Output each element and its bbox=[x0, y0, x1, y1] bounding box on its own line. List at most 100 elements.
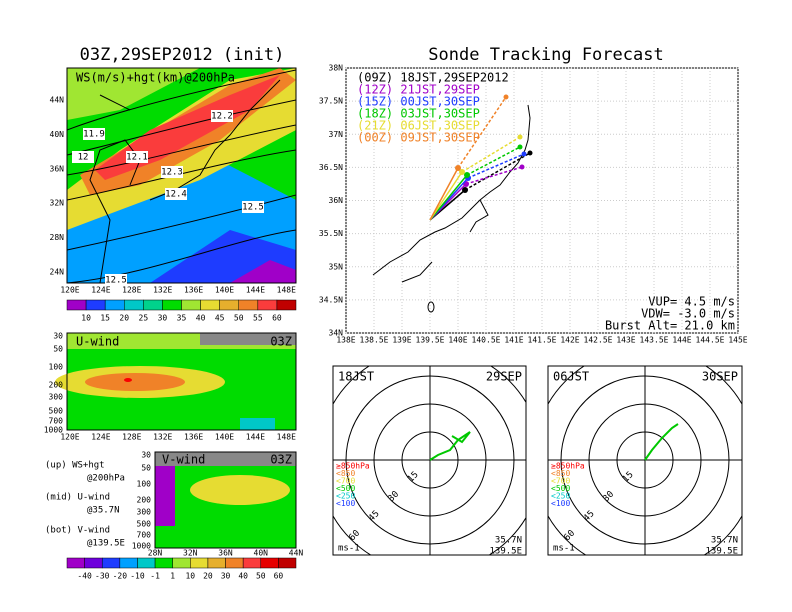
colorbar-box bbox=[154, 557, 173, 569]
y-tick-label: 40N bbox=[50, 130, 65, 139]
x-tick-label: 138.5E bbox=[360, 336, 389, 345]
level-legend: <500 bbox=[336, 484, 355, 493]
colorbar-label: -10 bbox=[130, 572, 145, 581]
note: (mid) U-wind bbox=[45, 493, 110, 503]
y-tick-label: 300 bbox=[137, 508, 152, 517]
y-tick-label: 100 bbox=[49, 363, 64, 372]
colorbar-label: 30 bbox=[221, 572, 231, 581]
colorbar-label: 30 bbox=[158, 314, 168, 323]
track-burst bbox=[459, 169, 465, 175]
colorbar-box bbox=[66, 557, 85, 569]
panel-label: V-wind bbox=[162, 453, 205, 467]
u-wind-plot bbox=[55, 332, 297, 431]
track bbox=[429, 171, 463, 221]
legend-entry: (09Z) 18JST,29SEP2012 bbox=[357, 71, 509, 85]
hodo-time: 06JST bbox=[553, 370, 589, 384]
level-legend: <700 bbox=[336, 477, 355, 486]
x-tick-label: 136E bbox=[184, 286, 203, 295]
x-tick-label: 28N bbox=[148, 549, 163, 558]
x-tick-label: 138E bbox=[336, 336, 355, 345]
colorbar-label: 50 bbox=[256, 572, 266, 581]
y-tick-label: 50 bbox=[53, 345, 63, 354]
x-tick-label: 144E bbox=[672, 336, 691, 345]
ring-label: 45 bbox=[367, 509, 382, 524]
colorbar-label: 15 bbox=[100, 314, 110, 323]
hodo-lon: 139.5E bbox=[705, 547, 738, 557]
colorbar-label: 1 bbox=[170, 572, 175, 581]
hodo-unit: ms-1 bbox=[338, 544, 360, 554]
ring-label: 30 bbox=[601, 489, 616, 504]
x-tick-label: 132E bbox=[153, 433, 172, 442]
left-title: 03Z,29SEP2012 (init) bbox=[80, 45, 285, 65]
y-tick-label: 700 bbox=[137, 531, 152, 540]
contour-label: 12 bbox=[78, 153, 89, 163]
colorbar-label: 40 bbox=[196, 314, 206, 323]
hodo-lat: 35.7N bbox=[711, 536, 738, 546]
hodo-trace bbox=[644, 423, 679, 461]
y-tick-label: 100 bbox=[137, 480, 152, 489]
colorbar-box bbox=[143, 299, 163, 311]
ring-label: 60 bbox=[347, 528, 362, 543]
contour-label: 12.2 bbox=[211, 112, 233, 122]
hodo-unit: ms-1 bbox=[553, 544, 575, 554]
colorbar-label: -40 bbox=[77, 572, 92, 581]
x-tick-label: 124E bbox=[91, 433, 110, 442]
x-tick-label: 36N bbox=[218, 549, 233, 558]
y-tick-label: 28N bbox=[50, 233, 65, 242]
x-tick-label: 32N bbox=[183, 549, 198, 558]
contour-label: 12.3 bbox=[161, 168, 183, 178]
x-tick-label: 141E bbox=[504, 336, 523, 345]
note: (bot) V-wind bbox=[45, 526, 110, 536]
track-map bbox=[345, 67, 739, 334]
note: @139.5E bbox=[87, 539, 125, 549]
hodo-lon: 139.5E bbox=[489, 547, 522, 557]
x-tick-label: 144E bbox=[246, 433, 265, 442]
colorbar-box bbox=[119, 557, 138, 569]
level-legend: ≥850hPa bbox=[336, 462, 370, 471]
hodo-date: 29SEP bbox=[486, 370, 522, 384]
level-legend: <100 bbox=[336, 499, 355, 508]
track-forecast bbox=[464, 152, 531, 191]
colorbar-box bbox=[260, 557, 279, 569]
x-tick-label: 136E bbox=[184, 433, 203, 442]
contour-label-bg bbox=[165, 188, 187, 200]
map-label: WS(m/s)+hgt(km)@200hPa bbox=[76, 71, 235, 85]
colorbar-label: 20 bbox=[203, 572, 213, 581]
param: VDW= -3.0 m/s bbox=[641, 307, 735, 321]
contour-label-bg bbox=[161, 166, 183, 178]
track-forecast bbox=[457, 96, 507, 169]
colorbar-box bbox=[200, 299, 220, 311]
legend-entry: (21Z) 06JST,30SEP bbox=[357, 119, 480, 133]
param: Burst Alt= 21.0 km bbox=[605, 319, 735, 333]
colorbar-label: 20 bbox=[119, 314, 129, 323]
ring-label: 15 bbox=[406, 470, 421, 485]
x-tick-label: 132E bbox=[153, 286, 172, 295]
colorbar-box bbox=[137, 557, 156, 569]
colorbar-label: 60 bbox=[272, 314, 282, 323]
right-title: Sonde Tracking Forecast bbox=[428, 45, 663, 65]
track bbox=[429, 167, 459, 221]
map-frame bbox=[66, 67, 297, 284]
hodo-lat: 35.7N bbox=[495, 536, 522, 546]
note: @35.7N bbox=[87, 506, 120, 516]
y-tick-label: 500 bbox=[49, 407, 64, 416]
x-tick-label: 124E bbox=[91, 286, 110, 295]
x-tick-label: 143E bbox=[616, 336, 635, 345]
contour-label: 12.5 bbox=[105, 276, 127, 286]
track-end bbox=[503, 94, 509, 100]
colorbar-box bbox=[85, 299, 106, 311]
contour-label-bg bbox=[211, 110, 233, 122]
level-legend: <500 bbox=[551, 484, 570, 493]
contour-label: 12.5 bbox=[242, 203, 264, 213]
track-end bbox=[519, 164, 525, 170]
v-wind-plot bbox=[154, 451, 297, 549]
y-tick-label: 200 bbox=[137, 496, 152, 505]
colorbar-label: -30 bbox=[95, 572, 110, 581]
colorbar-box bbox=[162, 299, 182, 311]
y-tick-label: 36N bbox=[329, 196, 344, 205]
x-tick-label: 139.5E bbox=[416, 336, 445, 345]
colorbar-label: 10 bbox=[81, 314, 91, 323]
colorbar-label: -1 bbox=[150, 572, 160, 581]
x-tick-label: 141.5E bbox=[528, 336, 557, 345]
